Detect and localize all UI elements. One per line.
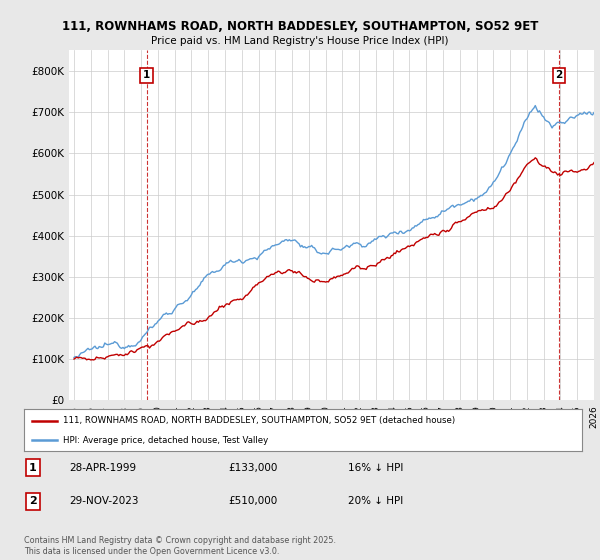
Text: £510,000: £510,000 — [228, 496, 277, 506]
Text: 1: 1 — [29, 463, 37, 473]
Text: 2: 2 — [555, 70, 562, 80]
Text: £133,000: £133,000 — [228, 463, 277, 473]
Text: 28-APR-1999: 28-APR-1999 — [69, 463, 136, 473]
Text: 29-NOV-2023: 29-NOV-2023 — [69, 496, 139, 506]
Text: HPI: Average price, detached house, Test Valley: HPI: Average price, detached house, Test… — [63, 436, 268, 445]
Text: 1: 1 — [143, 70, 150, 80]
Text: 20% ↓ HPI: 20% ↓ HPI — [348, 496, 403, 506]
Text: 111, ROWNHAMS ROAD, NORTH BADDESLEY, SOUTHAMPTON, SO52 9ET (detached house): 111, ROWNHAMS ROAD, NORTH BADDESLEY, SOU… — [63, 416, 455, 425]
Text: 2: 2 — [29, 496, 37, 506]
Text: Price paid vs. HM Land Registry's House Price Index (HPI): Price paid vs. HM Land Registry's House … — [151, 36, 449, 46]
Text: 16% ↓ HPI: 16% ↓ HPI — [348, 463, 403, 473]
Text: Contains HM Land Registry data © Crown copyright and database right 2025.
This d: Contains HM Land Registry data © Crown c… — [24, 536, 336, 556]
Text: 111, ROWNHAMS ROAD, NORTH BADDESLEY, SOUTHAMPTON, SO52 9ET: 111, ROWNHAMS ROAD, NORTH BADDESLEY, SOU… — [62, 20, 538, 32]
